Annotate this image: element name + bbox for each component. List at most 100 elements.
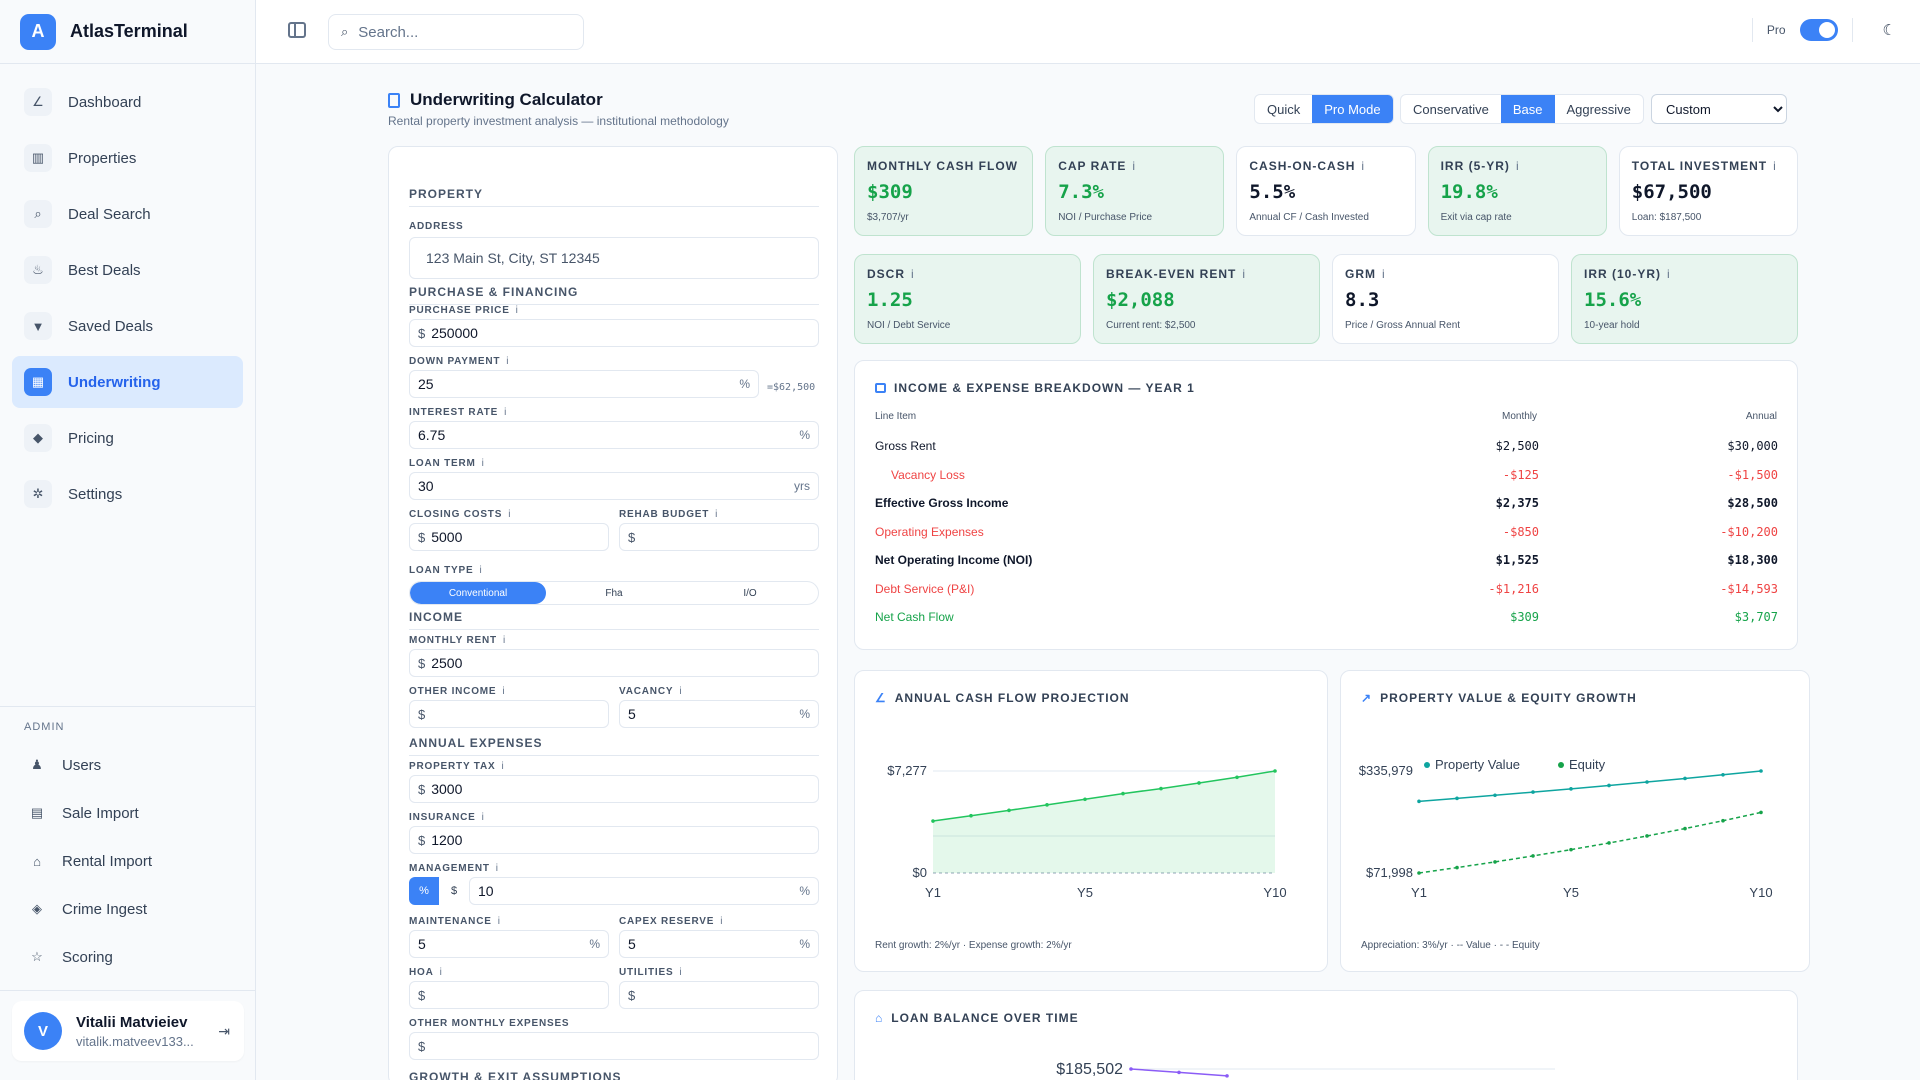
search-input[interactable] <box>358 23 549 41</box>
info-icon[interactable]: i <box>1382 267 1386 281</box>
info-icon[interactable]: i <box>1132 159 1137 173</box>
kpi-card-dscr: DSCR i 1.25 NOI / Debt Service <box>854 254 1081 344</box>
admin-item-users[interactable]: ♟ Users <box>12 741 244 789</box>
option-pro-mode[interactable]: Pro Mode <box>1312 95 1393 123</box>
closing-costs-field[interactable]: $5000 <box>409 523 609 551</box>
info-icon[interactable]: i <box>501 761 505 772</box>
section-property: PROPERTY <box>409 187 819 207</box>
info-icon[interactable]: i <box>720 916 724 927</box>
management-field[interactable]: 10% <box>469 877 819 905</box>
sidebar-item-label: Best Deals <box>68 261 141 279</box>
option-aggressive[interactable]: Aggressive <box>1566 101 1631 117</box>
sidebar-item-best-deals[interactable]: ♨ Best Deals <box>12 244 243 296</box>
admin-item-crime-ingest[interactable]: ◈ Crime Ingest <box>12 885 244 933</box>
gear-icon: ✲ <box>24 480 52 508</box>
preset-select[interactable]: Custom <box>1651 94 1787 124</box>
admin-item-scoring[interactable]: ☆ Scoring <box>12 933 244 981</box>
chart-footnote: Appreciation: 3%/yr · -- Value · - - Equ… <box>1361 940 1540 951</box>
sidebar-toggle-icon[interactable] <box>288 22 306 38</box>
hoa-field[interactable]: $ <box>409 981 609 1009</box>
info-icon[interactable]: i <box>439 967 443 978</box>
info-icon[interactable]: i <box>679 686 683 697</box>
other-monthly-field[interactable]: $ <box>409 1032 819 1060</box>
info-icon[interactable]: i <box>481 812 485 823</box>
info-icon[interactable]: i <box>479 565 483 576</box>
purchase-price-field[interactable]: $250000 <box>409 319 819 347</box>
sidebar-item-settings[interactable]: ✲ Settings <box>12 468 243 520</box>
loan-type-io[interactable]: I/O <box>743 587 757 599</box>
logout-icon[interactable]: ⇥ <box>218 1022 230 1039</box>
sidebar-item-underwriting[interactable]: ▦ Underwriting <box>12 356 243 408</box>
option-quick[interactable]: Quick <box>1267 101 1301 117</box>
sidebar-item-label: Dashboard <box>68 93 142 111</box>
equity-line <box>1418 811 1762 874</box>
maintenance-field[interactable]: 5% <box>409 930 609 958</box>
bank-icon: ⌂ <box>875 1011 884 1025</box>
user-card[interactable]: V Vitalii Matvieiev vitalik.matveev133..… <box>12 1001 244 1061</box>
info-icon[interactable]: i <box>911 267 915 281</box>
sidebar-item-pricing[interactable]: ◆ Pricing <box>12 412 243 464</box>
data-point <box>1607 841 1611 845</box>
interest-rate-field[interactable]: 6.75% <box>409 421 819 449</box>
address-label: ADDRESS <box>409 221 464 232</box>
info-icon[interactable]: i <box>515 305 519 316</box>
table-row: Net Cash Flow $309 $3,707 <box>875 610 1778 638</box>
data-point <box>1531 790 1535 794</box>
utilities-field[interactable]: $ <box>619 981 819 1009</box>
sidebar-item-dashboard[interactable]: ∠ Dashboard <box>12 76 243 128</box>
capex-reserve-label: CAPEX RESERVE i <box>619 916 723 927</box>
other-income-field[interactable]: $ <box>409 700 609 728</box>
capex-reserve-field[interactable]: 5% <box>619 930 819 958</box>
rehab-budget-field[interactable]: $ <box>619 523 819 551</box>
kpi-card-irr-10-yr: IRR (10-YR) i 15.6% 10-year hold <box>1571 254 1798 344</box>
admin-item-sale-import[interactable]: ▤ Sale Import <box>12 789 244 837</box>
monthly-value: $1,525 <box>1495 553 1539 567</box>
info-icon[interactable]: i <box>481 458 485 469</box>
loan-type-conventional[interactable]: Conventional <box>410 582 546 604</box>
loan-type-fha[interactable]: Fha <box>605 587 623 599</box>
info-icon[interactable]: i <box>495 863 499 874</box>
monthly-rent-field[interactable]: $2500 <box>409 649 819 677</box>
sidebar-item-deal-search[interactable]: ⌕ Deal Search <box>12 188 243 240</box>
info-icon[interactable]: i <box>504 407 508 418</box>
info-icon[interactable]: i <box>1515 159 1520 173</box>
info-icon[interactable]: i <box>506 356 510 367</box>
property-tax-field[interactable]: $3000 <box>409 775 819 803</box>
sidebar-item-label: Properties <box>68 149 137 167</box>
option-conservative[interactable]: Conservative <box>1413 101 1489 117</box>
property-tax-label: PROPERTY TAX i <box>409 761 505 772</box>
management-unit-percent[interactable]: % <box>409 877 439 905</box>
loan-term-field[interactable]: 30 yrs <box>409 472 819 500</box>
option-base[interactable]: Base <box>1500 95 1555 123</box>
info-icon[interactable]: i <box>1773 159 1777 173</box>
info-icon[interactable]: i <box>1242 267 1247 281</box>
info-icon[interactable]: i <box>715 509 719 520</box>
section-growth: GROWTH & EXIT ASSUMPTIONS <box>409 1070 622 1080</box>
sidebar-item-properties[interactable]: ▥ Properties <box>12 132 243 184</box>
search-box[interactable]: ⌕ <box>328 14 584 50</box>
moon-icon[interactable]: ☾ <box>1882 22 1896 39</box>
info-icon[interactable]: i <box>508 509 512 520</box>
loan-type-switch: Conventional Fha I/O <box>409 581 819 605</box>
down-payment-field[interactable]: 25% <box>409 370 759 398</box>
sidebar: A AtlasTerminal ∠ Dashboard ▥ Properties ⌕ De… <box>0 0 256 1080</box>
label-text: PURCHASE PRICE <box>409 305 510 316</box>
brand[interactable]: A AtlasTerminal <box>0 0 255 64</box>
pro-toggle[interactable] <box>1799 19 1838 41</box>
info-icon[interactable]: i <box>1667 267 1671 281</box>
address-field[interactable]: 123 Main St, City, ST 12345 <box>409 237 819 279</box>
kpi-card-irr-5-yr: IRR (5-YR) i 19.8% Exit via cap rate <box>1427 146 1607 236</box>
info-icon[interactable]: i <box>1361 159 1366 173</box>
info-icon[interactable]: i <box>497 916 501 927</box>
info-icon[interactable]: i <box>502 686 506 697</box>
value-equity-chart: $335,979 $71,998 Y1 Y5 Y10 Property Value Equi… <box>1359 757 1773 900</box>
info-icon[interactable]: i <box>679 967 683 978</box>
monthly-value: -$850 <box>1502 524 1539 539</box>
info-icon[interactable]: i <box>502 635 506 646</box>
vacancy-field[interactable]: 5% <box>619 700 819 728</box>
management-unit-dollar[interactable]: $ <box>450 885 458 897</box>
label-text: DOWN PAYMENT <box>409 356 501 367</box>
admin-item-rental-import[interactable]: ⌂ Rental Import <box>12 837 244 885</box>
insurance-field[interactable]: $1200 <box>409 826 819 854</box>
sidebar-item-saved-deals[interactable]: ▼ Saved Deals <box>12 300 243 352</box>
